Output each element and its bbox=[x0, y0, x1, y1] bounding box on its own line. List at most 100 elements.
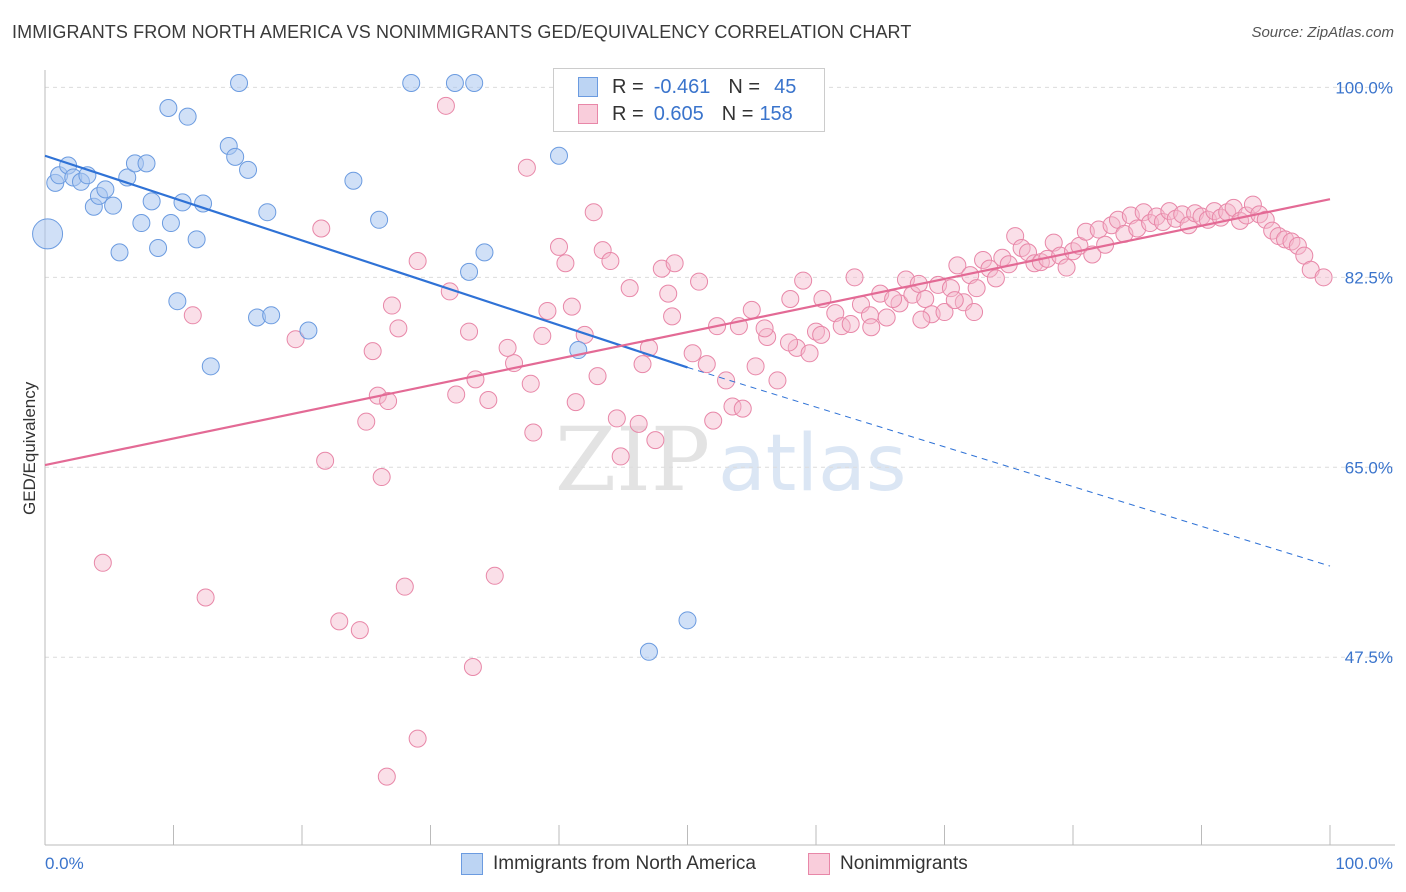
point-pink bbox=[916, 290, 935, 309]
legend-row-pink: R = 0.605 N = 158 bbox=[578, 101, 793, 127]
point-blue bbox=[678, 611, 697, 630]
point-pink bbox=[832, 317, 851, 336]
point-pink bbox=[330, 612, 349, 631]
point-blue bbox=[187, 230, 206, 249]
point-pink bbox=[945, 291, 964, 310]
point-pink bbox=[436, 96, 455, 115]
point-blue bbox=[239, 160, 258, 179]
point-pink bbox=[683, 344, 702, 363]
point-blue bbox=[110, 243, 129, 262]
point-pink bbox=[1314, 268, 1333, 287]
point-pink bbox=[633, 355, 652, 374]
point-pink bbox=[588, 367, 607, 386]
point-pink bbox=[350, 621, 369, 640]
point-pink bbox=[377, 767, 396, 786]
point-blue bbox=[142, 192, 161, 211]
point-blue bbox=[96, 180, 115, 199]
trend-line-blue-dashed bbox=[687, 366, 1331, 567]
point-pink bbox=[841, 314, 860, 333]
point-pink bbox=[538, 301, 557, 320]
point-pink bbox=[620, 279, 639, 298]
point-blue bbox=[639, 642, 658, 661]
point-pink bbox=[912, 310, 931, 329]
point-blue bbox=[226, 147, 245, 166]
point-pink bbox=[521, 374, 540, 393]
point-pink bbox=[1141, 214, 1160, 233]
point-blue bbox=[445, 74, 464, 93]
point-pink bbox=[1288, 236, 1307, 255]
legend-r-label-blue: R = bbox=[612, 75, 644, 98]
point-blue bbox=[230, 74, 249, 93]
correlation-legend: R = -0.461 N = 45 R = 0.605 N = 158 bbox=[553, 68, 825, 132]
x-tick-label: 0.0% bbox=[45, 854, 84, 873]
y-tick-label: 65.0% bbox=[1345, 458, 1393, 477]
point-pink bbox=[389, 319, 408, 338]
bottom-legend-pink: Nonimmigrants bbox=[808, 852, 968, 876]
point-pink bbox=[733, 399, 752, 418]
point-pink bbox=[566, 393, 585, 412]
legend-swatch-blue bbox=[578, 77, 598, 97]
point-pink bbox=[800, 344, 819, 363]
point-pink bbox=[967, 279, 986, 298]
point-pink bbox=[316, 451, 335, 470]
point-pink bbox=[485, 566, 504, 585]
point-pink bbox=[663, 307, 682, 326]
point-pink bbox=[357, 412, 376, 431]
point-pink bbox=[812, 325, 831, 344]
legend-r-value-blue: -0.461 bbox=[653, 75, 711, 98]
chart-title: IMMIGRANTS FROM NORTH AMERICA VS NONIMMI… bbox=[12, 22, 912, 42]
point-pink bbox=[697, 355, 716, 374]
point-blue bbox=[137, 154, 156, 173]
point-pink bbox=[93, 553, 112, 572]
legend-r-value-pink: 0.605 bbox=[653, 102, 704, 125]
point-pink bbox=[1205, 202, 1224, 221]
point-pink bbox=[1044, 233, 1063, 252]
point-blue bbox=[262, 306, 281, 325]
point-pink bbox=[498, 338, 517, 357]
point-pink bbox=[562, 297, 581, 316]
point-blue bbox=[475, 243, 494, 262]
point-blue bbox=[173, 193, 192, 212]
point-pink bbox=[704, 411, 723, 430]
trend-line-pink bbox=[44, 198, 1331, 467]
point-pink bbox=[877, 308, 896, 327]
point-blue bbox=[178, 107, 197, 126]
point-pink bbox=[408, 729, 427, 748]
point-pink bbox=[463, 657, 482, 676]
point-pink bbox=[372, 468, 391, 487]
point-blue bbox=[299, 321, 318, 340]
point-pink bbox=[575, 325, 594, 344]
point-pink bbox=[1256, 210, 1275, 229]
point-pink bbox=[742, 300, 761, 319]
point-pink bbox=[607, 409, 626, 428]
legend-n-label-pink: N = bbox=[721, 102, 754, 125]
bottom-legend-label-blue: Immigrants from North America bbox=[493, 853, 756, 874]
point-blue bbox=[465, 74, 484, 93]
legend-n-label-blue: N = bbox=[728, 75, 761, 98]
point-blue bbox=[194, 194, 213, 213]
point-pink bbox=[845, 268, 864, 287]
point-pink bbox=[746, 357, 765, 376]
point-pink bbox=[665, 254, 684, 273]
point-blue bbox=[370, 210, 389, 229]
point-pink bbox=[935, 303, 954, 322]
legend-n-value-pink: 158 bbox=[759, 102, 793, 125]
point-pink bbox=[794, 271, 813, 290]
legend-r-label-pink: R = bbox=[612, 102, 644, 125]
y-tick-label: 100.0% bbox=[1335, 78, 1393, 97]
point-pink bbox=[986, 269, 1005, 288]
point-pink bbox=[807, 322, 825, 341]
point-pink bbox=[965, 303, 984, 322]
point-pink bbox=[646, 431, 665, 450]
point-pink bbox=[826, 304, 845, 323]
point-pink bbox=[1243, 195, 1262, 214]
legend-swatch-pink bbox=[578, 104, 598, 124]
point-pink bbox=[379, 392, 398, 411]
point-blue bbox=[201, 357, 220, 376]
point-pink bbox=[755, 319, 774, 338]
point-blue bbox=[402, 74, 421, 93]
point-pink bbox=[781, 290, 800, 309]
bottom-legend-label-pink: Nonimmigrants bbox=[840, 853, 968, 874]
point-pink bbox=[196, 588, 215, 607]
